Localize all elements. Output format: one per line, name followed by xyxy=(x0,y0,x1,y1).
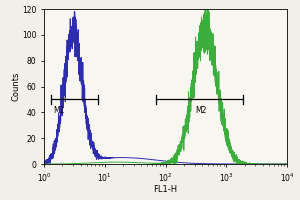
X-axis label: FL1-H: FL1-H xyxy=(154,185,178,194)
Text: M2: M2 xyxy=(196,106,207,115)
Y-axis label: Counts: Counts xyxy=(12,72,21,101)
Text: M1: M1 xyxy=(53,106,64,115)
